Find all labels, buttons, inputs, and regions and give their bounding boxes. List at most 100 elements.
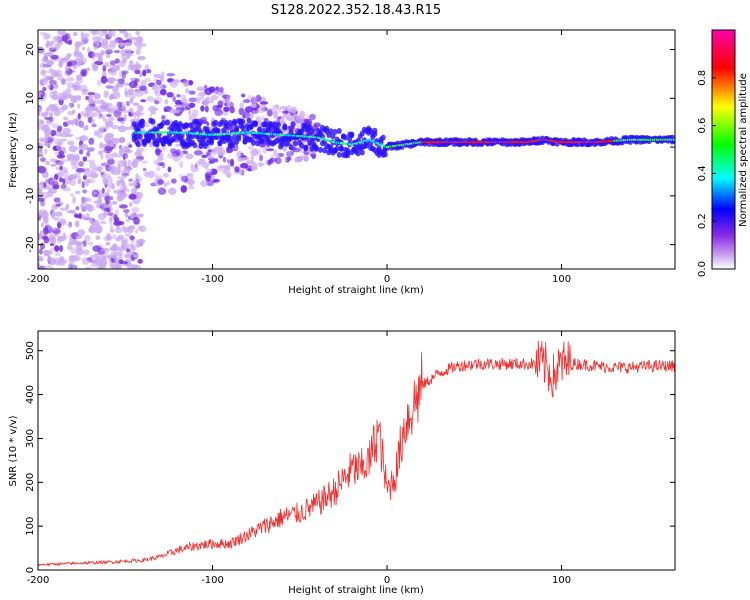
heatmap-cell (285, 150, 294, 157)
heatmap-cell (114, 58, 120, 64)
snr-ytick-label: 300 (25, 429, 36, 448)
heatmap-cell (111, 243, 118, 250)
heatmap-cell (223, 106, 230, 112)
heatmap-cell (221, 98, 231, 103)
heatmap-cell (49, 158, 57, 163)
heatmap-cell (125, 33, 132, 41)
heatmap-cell (171, 126, 177, 133)
heatmap-cell (97, 30, 107, 37)
heatmap-cell (105, 132, 114, 138)
heatmap-cell (112, 30, 116, 38)
snr-ytick-label: 400 (25, 385, 36, 404)
heatmap-cell (259, 154, 263, 162)
heatmap-cell (97, 79, 102, 87)
heatmap-cell (46, 70, 52, 74)
heatmap-cell (97, 128, 105, 133)
spectrogram-ytick-label: 20 (25, 43, 36, 56)
heatmap-cell (260, 115, 265, 121)
heatmap-cell (274, 104, 280, 109)
heatmap-cell (117, 117, 126, 122)
heatmap-cell (65, 88, 72, 94)
heatmap-cell (244, 106, 254, 113)
heatmap-cell (42, 86, 47, 92)
heatmap-cell (48, 112, 54, 117)
heatmap-cell (42, 93, 48, 99)
heatmap-cell (229, 158, 235, 167)
heatmap-cell (198, 91, 206, 97)
heatmap-cell (55, 145, 62, 150)
heatmap-cell (59, 177, 63, 183)
heatmap-cell (124, 87, 128, 94)
heatmap-cell (97, 197, 103, 205)
heatmap-cell (38, 107, 42, 115)
heatmap-cell (38, 197, 46, 202)
heatmap-cell (150, 133, 156, 140)
heatmap-cell (112, 234, 116, 240)
heatmap-cell (282, 123, 288, 130)
heatmap-cell (69, 179, 76, 186)
heatmap-cell (51, 123, 59, 129)
heatmap-cell (94, 99, 104, 105)
heatmap-cell (212, 104, 220, 112)
heatmap-cell (59, 207, 68, 211)
heatmap-cell (86, 204, 94, 212)
heatmap-cell (72, 254, 80, 261)
heatmap-cell (88, 94, 94, 101)
heatmap-cell (249, 112, 254, 119)
heatmap-cell (62, 170, 69, 179)
heatmap-cell (58, 220, 67, 224)
heatmap-cell (336, 151, 342, 158)
heatmap-cell (240, 118, 246, 125)
heatmap-cell (217, 100, 223, 108)
heatmap-cell (73, 31, 78, 37)
heatmap-cell (139, 118, 145, 125)
heatmap-cell (111, 264, 119, 269)
heatmap-cell (672, 138, 675, 141)
heatmap-cell (129, 243, 135, 248)
heatmap-cell (70, 247, 77, 255)
spectrogram-xtick-label: 0 (384, 274, 390, 285)
heatmap-cell (240, 124, 246, 131)
heatmap-cell (290, 106, 297, 114)
heatmap-cell (174, 104, 183, 108)
heatmap-cell (65, 203, 70, 210)
heatmap-cell (134, 228, 139, 234)
heatmap-cell (100, 171, 104, 176)
heatmap-cell (105, 241, 111, 246)
heatmap-cell (52, 210, 56, 216)
heatmap-cell (85, 266, 93, 269)
snr-ylabel: SNR (10 * v/v) (8, 415, 19, 486)
heatmap-cell (161, 161, 166, 169)
heatmap-cell (155, 166, 161, 172)
heatmap-cell (143, 171, 150, 177)
heatmap-cell (92, 35, 101, 42)
heatmap-cell (42, 171, 49, 179)
heatmap-cell (62, 187, 71, 192)
heatmap-cell (77, 229, 86, 237)
heatmap-cell (92, 41, 99, 45)
heatmap-cell (251, 162, 258, 169)
heatmap-cell (124, 41, 132, 47)
heatmap-cell (199, 96, 205, 100)
heatmap-cell (99, 220, 107, 225)
spectrogram-ytick-label: -20 (25, 236, 36, 252)
heatmap-cell (107, 165, 115, 173)
heatmap-cell (82, 156, 88, 162)
heatmap-cell (110, 125, 120, 130)
heatmap-cell (109, 223, 114, 232)
heatmap-cell (76, 243, 83, 252)
heatmap-cell (577, 137, 583, 143)
heatmap-cell (107, 116, 115, 122)
heatmap-cell (229, 106, 235, 114)
heatmap-cell (87, 98, 97, 105)
heatmap-cell (322, 147, 328, 154)
heatmap-cell (95, 166, 104, 172)
heatmap-cell (124, 126, 133, 130)
heatmap-cell (105, 200, 110, 205)
heatmap-cell (219, 86, 224, 93)
heatmap-cell (74, 155, 80, 162)
spectrogram-ytick-label: 0 (25, 144, 36, 150)
heatmap-cell (171, 135, 177, 142)
heatmap-cell (93, 92, 100, 100)
heatmap-cell (54, 232, 58, 237)
